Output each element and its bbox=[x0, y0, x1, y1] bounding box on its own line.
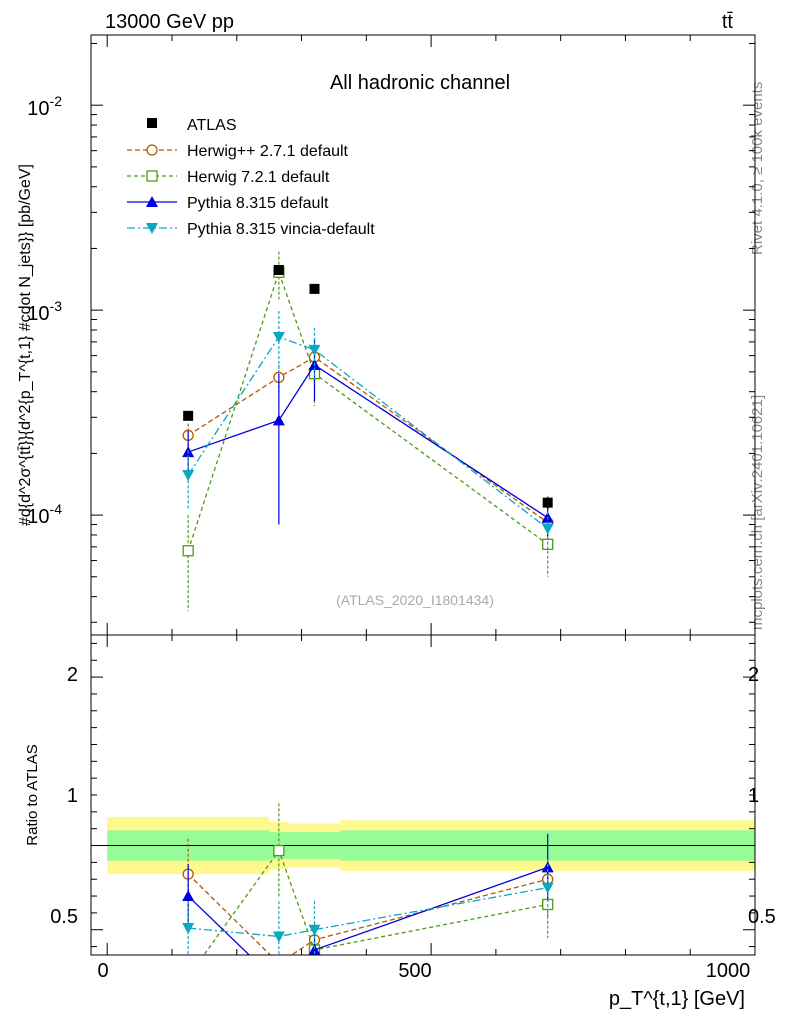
series-2-ratio-point bbox=[182, 890, 195, 902]
series-3-ratio-point bbox=[182, 923, 195, 935]
legend-label-herwig7: Herwig 7.2.1 default bbox=[187, 169, 330, 186]
series-3-ratio-point bbox=[308, 924, 321, 936]
series-3-point bbox=[308, 344, 321, 356]
legend-entry-pythia: Pythia 8.315 default bbox=[127, 195, 329, 212]
legend-label-pythia: Pythia 8.315 default bbox=[187, 195, 329, 212]
series-3-line bbox=[187, 336, 549, 530]
ratio-plot: Ratio to ATLAS 0.5 1 2 0.5 1 2 0 500 100… bbox=[24, 634, 776, 1010]
atlas-data-point bbox=[309, 283, 320, 294]
legend-label-pythia-vincia: Pythia 8.315 vincia-default bbox=[187, 221, 375, 238]
series-0-ratio-line bbox=[187, 873, 548, 955]
legend-marker-herwig7 bbox=[146, 170, 158, 182]
header-energy-label: 13000 GeV pp bbox=[105, 11, 234, 33]
y-tick-label-1e-4: 10-4 bbox=[27, 501, 62, 528]
series-1-ratio-line bbox=[203, 849, 548, 955]
ratio-y-axis-label: Ratio to ATLAS bbox=[24, 744, 41, 845]
ratio-plot-frame bbox=[90, 634, 756, 956]
series-3-ratio-point bbox=[272, 931, 285, 943]
chart-title: All hadronic channel bbox=[330, 72, 510, 94]
ratio-plot-ticks bbox=[91, 635, 756, 955]
series-2-point bbox=[272, 414, 285, 426]
main-plot: All hadronic channel (ATLAS_2020_I180143… bbox=[17, 34, 756, 636]
x-tick-label-1000: 1000 bbox=[706, 960, 751, 982]
legend-marker-herwig-pp bbox=[146, 144, 158, 156]
series-3-point bbox=[272, 331, 285, 343]
series-2-line bbox=[187, 364, 549, 519]
ratio-tick-right-0.5: 0.5 bbox=[748, 906, 776, 928]
ratio-plot-content bbox=[91, 803, 755, 989]
series-3-point bbox=[182, 469, 195, 481]
atlas-data-point bbox=[542, 497, 553, 508]
y-tick-label-1e-2: 10-2 bbox=[27, 93, 62, 120]
x-axis-label: p_T^{t,1} [GeV] bbox=[609, 988, 745, 1010]
series-1-ratio-point bbox=[273, 844, 285, 857]
series-2-ratio-point bbox=[273, 978, 285, 989]
x-tick-label-0: 0 bbox=[97, 960, 108, 982]
legend-label-herwig-pp: Herwig++ 2.7.1 default bbox=[187, 143, 349, 160]
legend-entry-herwig-pp: Herwig++ 2.7.1 default bbox=[127, 143, 349, 160]
series-3-point bbox=[541, 523, 554, 535]
legend-entry-pythia-vincia: Pythia 8.315 vincia-default bbox=[127, 221, 375, 238]
y-axis-label: #d{d^2σ^{tt̄}}{d^2{p_T^{t,1} #cdot N_jet… bbox=[17, 164, 34, 526]
series-0-line bbox=[187, 356, 549, 524]
series-3-ratio-point bbox=[541, 882, 554, 894]
series-2-ratio-point bbox=[308, 943, 321, 955]
ratio-tick-right-1: 1 bbox=[748, 785, 759, 807]
legend-label-atlas: ATLAS bbox=[187, 117, 237, 134]
legend-marker-pythia bbox=[146, 196, 158, 207]
atlas-data-point bbox=[273, 264, 284, 275]
ratio-tick-right-2: 2 bbox=[748, 664, 759, 686]
legend-marker-atlas bbox=[147, 118, 157, 128]
legend-entry-atlas: ATLAS bbox=[147, 117, 237, 134]
y-tick-label-1e-3: 10-3 bbox=[27, 298, 62, 325]
analysis-label: (ATLAS_2020_I1801434) bbox=[336, 592, 494, 608]
legend-marker-pythia-vincia bbox=[146, 223, 158, 234]
x-tick-label-500: 500 bbox=[398, 960, 431, 982]
atlas-data-point bbox=[183, 410, 194, 421]
series-1-ratio-point bbox=[183, 972, 193, 982]
main-plot-ticks bbox=[91, 35, 756, 635]
series-1-line bbox=[187, 270, 549, 551]
ratio-tick-left-2: 2 bbox=[67, 664, 78, 686]
main-plot-content bbox=[182, 251, 554, 612]
series-3-ratio-line bbox=[188, 886, 548, 938]
rivet-version-label: Rivet 4.1.0, ≥ 100k events bbox=[749, 82, 766, 255]
legend: ATLAS Herwig++ 2.7.1 default Herwig 7.2.… bbox=[127, 117, 375, 238]
legend-entry-herwig7: Herwig 7.2.1 default bbox=[127, 169, 330, 186]
ratio-tick-left-1: 1 bbox=[67, 785, 78, 807]
header-process-label: tt̄ bbox=[722, 11, 734, 33]
ratio-tick-left-0.5: 0.5 bbox=[50, 906, 78, 928]
series-1-point bbox=[182, 545, 194, 557]
series-0-ratio-point bbox=[274, 958, 284, 968]
mcplots-label: mcplots.cern.ch [arXiv:2401.10621] bbox=[749, 395, 766, 630]
